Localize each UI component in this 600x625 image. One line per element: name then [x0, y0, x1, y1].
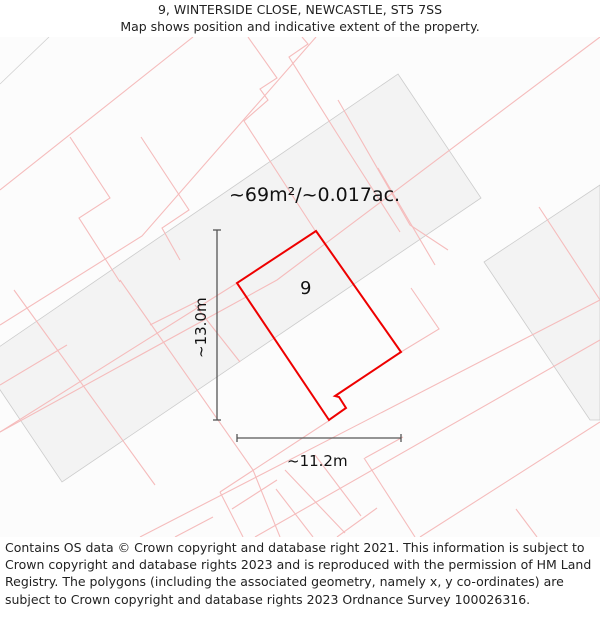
height-measure-label: ~13.0m — [192, 297, 210, 358]
boundary-lines — [0, 37, 600, 537]
plot-number-label: 9 — [300, 278, 311, 299]
width-measure-line — [236, 434, 402, 442]
building-right — [483, 184, 600, 421]
map-subtitle: Map shows position and indicative extent… — [120, 19, 480, 34]
property-outline[interactable] — [235, 229, 403, 422]
width-measure-label: ~11.2m — [287, 452, 348, 470]
building-footprints — [0, 73, 600, 483]
building-terrace-main — [0, 73, 482, 483]
area-label: ~69m²/~0.017ac. — [229, 184, 400, 206]
property-address-title: 9, WINTERSIDE CLOSE, NEWCASTLE, ST5 7SS — [157, 2, 443, 17]
height-measure-line — [213, 229, 221, 421]
property-map: ~69m²/~0.017ac. 9 ~13.0m ~11.2m — [0, 37, 600, 537]
copyright-attribution: Contains OS data © Crown copyright and d… — [5, 540, 592, 607]
